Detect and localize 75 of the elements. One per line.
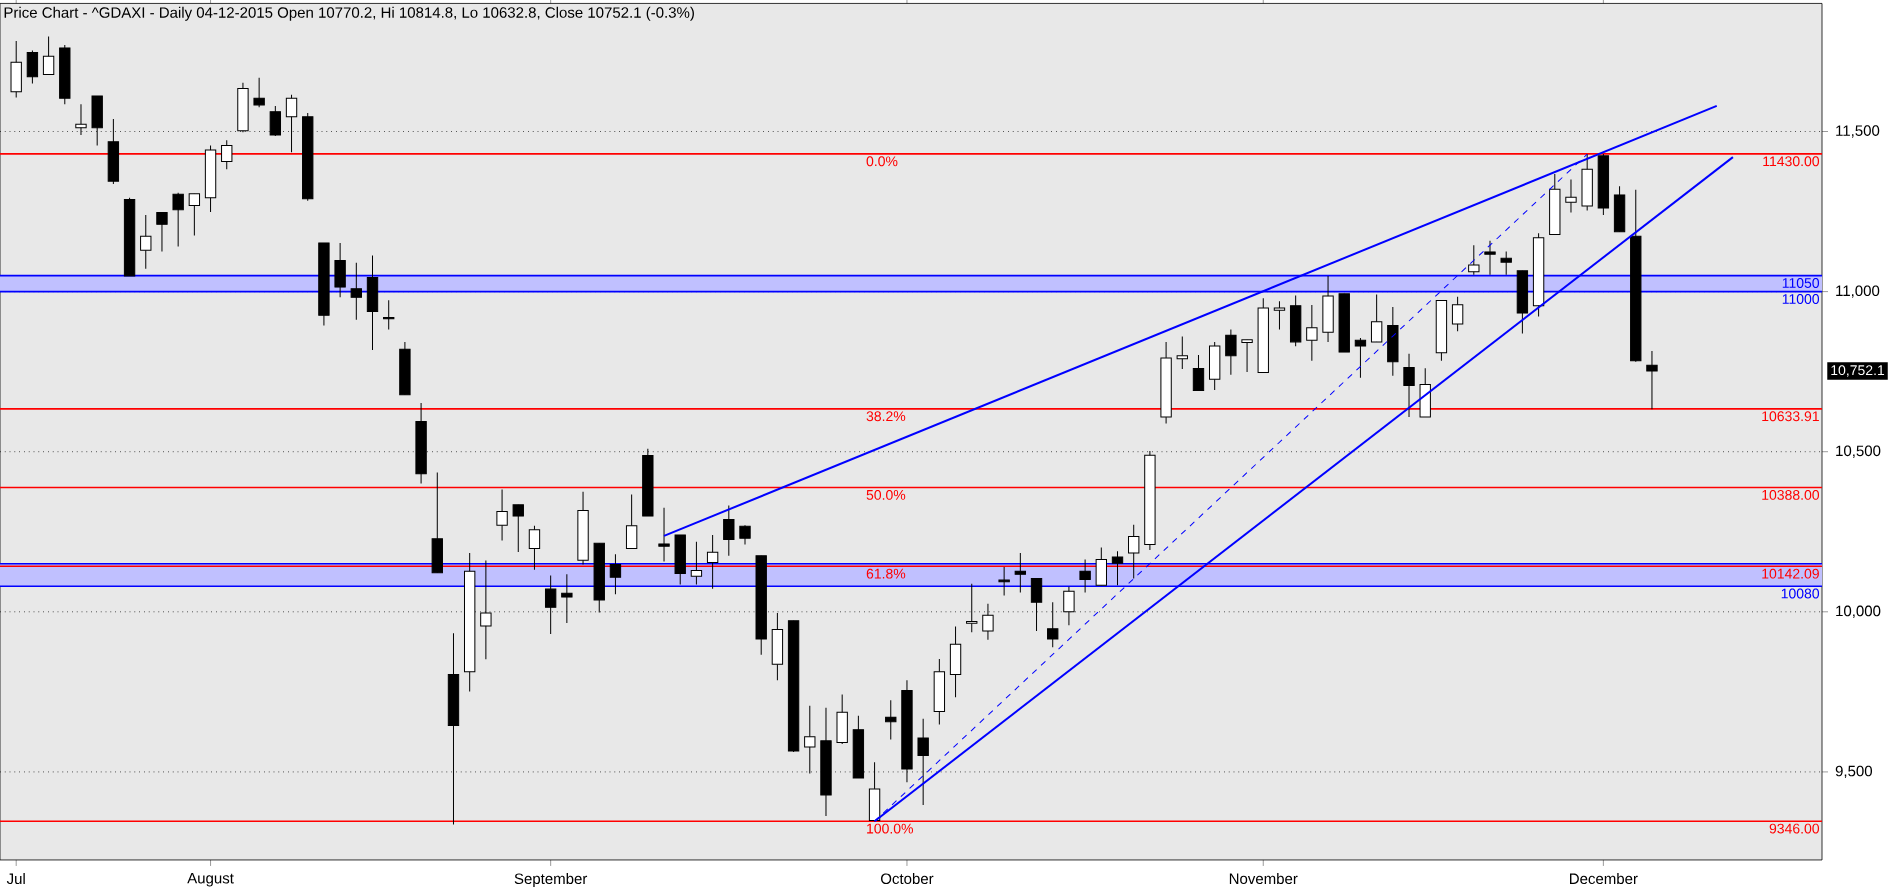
candlestick: [221, 139, 233, 170]
candlestick: [1128, 524, 1140, 580]
y-tick-label: 11,500: [1836, 125, 1880, 138]
y-tick-label: 11,000: [1836, 285, 1880, 298]
candlestick: [1079, 559, 1091, 594]
candlestick: [383, 299, 395, 330]
candlestick: [658, 507, 670, 563]
candlestick: [1241, 339, 1253, 373]
candlestick: [1047, 601, 1059, 648]
ref-line-label: 11000: [1782, 294, 1820, 304]
chart-title: Price Chart - ^GDAXI - Daily 04-12-2015 Open 10770.2, Hi 10814.8, Lo 10632.8, Close 10752.1 (-0.3%): [4, 6, 694, 21]
candlestick: [350, 262, 362, 321]
candlestick: [1176, 335, 1188, 370]
annotation: 38.2%: [866, 411, 906, 422]
candlestick: [1111, 550, 1124, 586]
annotation: 61.8%: [866, 568, 906, 579]
ref-line-label: 10080: [1781, 588, 1820, 599]
candlestick: [1484, 240, 1496, 276]
ref-line-label: 11430.00: [1763, 156, 1820, 167]
candlestick: [739, 524, 751, 546]
candlestick: [1225, 328, 1237, 376]
candlestick: [1192, 354, 1205, 392]
y-tick-label: 10,500: [1836, 445, 1881, 458]
candlestick: [706, 534, 719, 590]
x-tick-label: November: [1229, 873, 1298, 885]
candlestick: [172, 192, 184, 247]
candlestick: [885, 699, 897, 741]
candlestick: [253, 77, 265, 108]
candlestick: [1451, 296, 1464, 332]
ref-line-label: 9346.00: [1769, 823, 1820, 834]
candlestick: [480, 560, 492, 660]
ref-line-label: 10142.09: [1762, 568, 1819, 579]
candlestick: [966, 583, 978, 633]
candlestick: [188, 193, 201, 237]
candlestick: [1403, 353, 1415, 418]
candlestick: [1500, 251, 1512, 276]
candlestick: [1468, 244, 1480, 276]
text: 10,752.1: [1831, 365, 1885, 377]
candlestick: [1646, 350, 1658, 410]
candlestick: [75, 103, 87, 136]
candlestick: [1063, 586, 1075, 626]
candlestick: [1370, 293, 1383, 343]
candlestick: [982, 603, 994, 641]
ref-line-label: 10388.00: [1762, 489, 1820, 500]
candlestick: [156, 212, 168, 253]
x-tick-label: August: [187, 873, 234, 887]
candlestick: [544, 575, 557, 635]
candlestick: [561, 573, 573, 624]
candlestick: [1354, 337, 1367, 379]
candlestick: [1030, 578, 1043, 632]
annotation: 50.0%: [866, 489, 906, 500]
candlestick: [496, 488, 508, 541]
x-tick-label: December: [1570, 873, 1638, 885]
candlestick: [1273, 300, 1286, 330]
candlestick: [528, 525, 541, 571]
candlestick: [998, 566, 1010, 596]
y-tick-label: 10,000: [1836, 605, 1881, 618]
annotation: 0.0%: [866, 156, 898, 167]
ref-line-label: 10633.91: [1762, 411, 1819, 422]
candlestick: [512, 504, 524, 553]
candlestick: [1565, 179, 1577, 214]
candlestick: [609, 553, 622, 595]
candlestick: [42, 35, 55, 76]
x-tick-label: October: [881, 873, 934, 885]
candlestick: [723, 505, 735, 557]
candlestick: [625, 494, 638, 549]
annotation: 100.0%: [867, 823, 914, 834]
candlestick: [1306, 304, 1318, 362]
candlestick: [690, 541, 703, 586]
ref-line-label: 11050: [1782, 278, 1820, 288]
x-tick-label: Jul: [6, 873, 25, 885]
candlestick: [140, 214, 152, 270]
x-tick-label: September: [514, 873, 588, 888]
candlestick: [1014, 552, 1027, 594]
y-tick-label: 9,500: [1835, 765, 1873, 779]
